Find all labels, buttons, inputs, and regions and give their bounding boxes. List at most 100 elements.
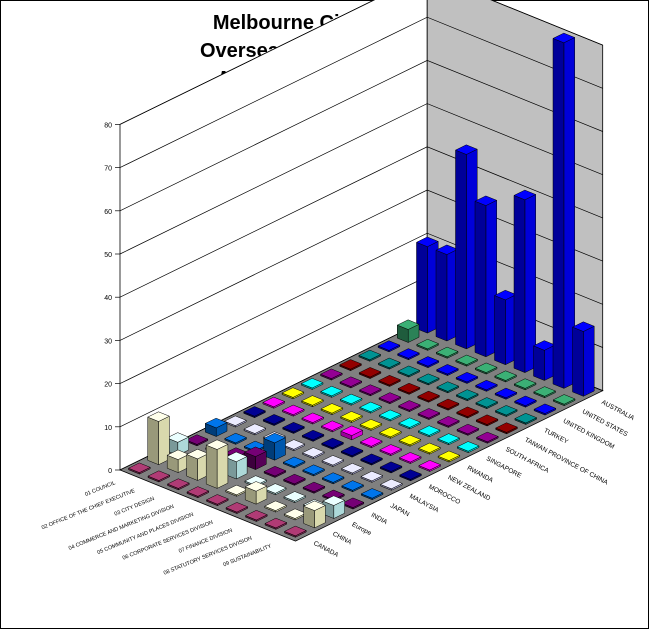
- bar: [532, 340, 556, 381]
- bar: [398, 417, 422, 430]
- bar-side-face: [147, 416, 159, 466]
- bar: [303, 500, 327, 529]
- z-tick-label: 20: [104, 382, 112, 389]
- bar: [533, 386, 557, 399]
- bar-top-face: [339, 359, 363, 370]
- bar-top-face: [340, 463, 364, 474]
- bar: [398, 452, 422, 465]
- bar-top-face: [475, 397, 499, 408]
- bar: [186, 448, 210, 481]
- bar-top-face: [301, 447, 325, 458]
- z-tick-label: 50: [104, 252, 112, 259]
- bar-top-face: [396, 319, 420, 330]
- column-label: RWANDA: [466, 465, 495, 485]
- bar-top-face: [474, 362, 498, 373]
- bar-top-face: [321, 455, 345, 466]
- bar-top-face: [417, 425, 441, 436]
- bar-top-face: [455, 354, 479, 365]
- bar-top-face: [319, 368, 343, 379]
- bar: [186, 486, 210, 499]
- bar: [302, 481, 326, 494]
- bar: [454, 144, 478, 350]
- bar-top-face: [262, 414, 286, 425]
- bar: [301, 447, 325, 460]
- bar: [360, 470, 384, 483]
- bar: [282, 422, 306, 434]
- bar-top-face: [379, 478, 403, 490]
- bar-top-face: [513, 395, 537, 406]
- bar-top-face: [571, 321, 595, 332]
- bar: [339, 411, 363, 424]
- bar-top-face: [437, 450, 461, 461]
- bar: [359, 401, 383, 414]
- bar-top-face: [398, 434, 422, 446]
- bar: [301, 429, 325, 442]
- bar: [416, 356, 440, 369]
- bar-top-face: [416, 373, 440, 384]
- bar-top-face: [244, 510, 268, 521]
- bar: [416, 373, 440, 386]
- column-label: JAPAN: [389, 502, 411, 518]
- bar: [341, 480, 365, 493]
- bar-top-face: [358, 384, 382, 395]
- bar: [320, 403, 344, 416]
- bar-top-face: [456, 406, 480, 417]
- bar-top-face: [147, 411, 171, 422]
- bar-top-face: [398, 417, 422, 428]
- bar: [320, 385, 344, 398]
- bar-top-face: [243, 406, 267, 417]
- bar: [300, 395, 324, 408]
- bar: [281, 404, 305, 417]
- bars: [127, 32, 595, 538]
- bar-top-face: [282, 439, 306, 450]
- bar: [358, 384, 382, 397]
- bar-top-face: [147, 470, 171, 481]
- bar: [360, 488, 384, 501]
- bar: [264, 500, 288, 513]
- bar: [147, 411, 171, 466]
- bar: [243, 423, 267, 436]
- bar-side-face: [533, 345, 545, 381]
- bar-top-face: [360, 453, 384, 464]
- bar-top-face: [417, 390, 441, 402]
- bar-top-face: [378, 426, 402, 438]
- bar: [321, 437, 345, 450]
- gridline: [119, 189, 603, 341]
- bar: [300, 378, 324, 390]
- bar-top-face: [262, 396, 286, 408]
- bar: [339, 393, 363, 406]
- bar-top-face: [397, 382, 421, 394]
- gridline: [119, 0, 603, 125]
- gridline: [119, 103, 603, 255]
- bar: [398, 434, 422, 447]
- bar-top-face: [377, 357, 401, 368]
- bar: [262, 396, 286, 409]
- bar-top-face: [417, 442, 441, 453]
- bar-top-face: [224, 432, 248, 444]
- bar-side-face: [416, 241, 428, 334]
- column-label: MALAYSIA: [408, 493, 440, 515]
- bar-top-face: [416, 356, 440, 367]
- bar: [224, 432, 248, 445]
- bar-top-face: [186, 486, 210, 497]
- bar-top-face: [340, 445, 364, 456]
- bar: [397, 400, 421, 413]
- bar: [225, 484, 249, 497]
- bar: [225, 502, 249, 515]
- bar-top-face: [281, 404, 305, 415]
- bar: [418, 460, 442, 472]
- bar-top-face: [224, 451, 248, 462]
- bar-top-face: [397, 400, 421, 411]
- bar-top-face: [225, 502, 249, 513]
- column-label: Europe: [351, 521, 373, 537]
- bar: [552, 32, 576, 389]
- bar: [417, 425, 441, 438]
- bar: [493, 289, 517, 366]
- bar: [205, 439, 229, 489]
- column-label: CANADA: [312, 540, 340, 559]
- bar: [436, 381, 460, 394]
- bar: [379, 444, 403, 457]
- bar-top-face: [302, 481, 326, 493]
- bar-top-face: [474, 195, 498, 206]
